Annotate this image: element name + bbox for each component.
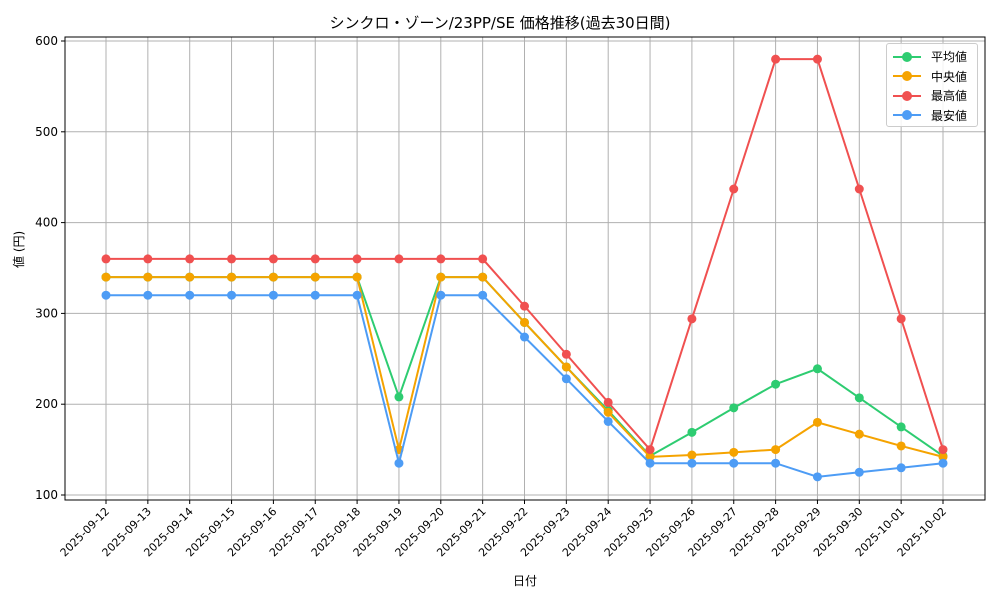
data-point [101,272,111,282]
data-point [143,272,153,282]
data-point [687,314,697,324]
legend-marker-icon [893,51,921,62]
legend-item: 最安値 [893,106,971,126]
data-point [938,452,948,462]
data-point [520,332,529,342]
data-point [729,403,739,413]
legend-item: 中央値 [893,67,971,87]
data-point [268,254,278,264]
data-point [101,290,111,300]
data-point [812,417,822,427]
legend-label: 最安値 [931,108,968,123]
data-point [896,441,906,451]
data-point [143,290,153,300]
y-tick-label: 600 [35,34,58,48]
data-point [101,254,111,264]
data-point [478,290,488,300]
data-point [771,458,781,468]
data-point [520,301,529,311]
data-point [352,272,362,282]
data-point [561,349,571,359]
chart-title: シンクロ・ゾーン/23PP/SE 価格推移(過去30日間) [329,14,671,32]
data-point [896,314,906,324]
y-axis-ticks: 100 200 300 400 500 600 [35,34,65,502]
data-point [729,184,739,194]
data-point [561,374,571,384]
data-point [310,254,320,264]
series-lines [101,54,948,482]
x-axis-label: 日付 [512,574,537,588]
data-point [227,290,237,300]
data-point [352,254,362,264]
data-point [268,290,278,300]
data-point [729,458,739,468]
data-point [394,392,404,402]
data-point [854,393,864,403]
data-point [394,254,404,264]
series-line [101,54,948,455]
data-point [436,254,446,264]
data-point [645,452,655,462]
data-point [603,416,613,426]
data-point [645,445,655,455]
data-point [561,362,571,372]
data-point [812,54,822,64]
data-point [938,445,948,455]
legend-marker-icon [893,71,921,82]
x-axis-ticks: 2025-09-122025-09-132025-09-142025-09-15… [58,500,949,559]
data-point [771,54,781,64]
data-point [603,397,613,407]
data-point [896,422,906,432]
data-point [812,364,822,374]
data-point [603,407,613,417]
data-point [645,458,655,468]
legend-label: 中央値 [931,69,968,84]
data-point [687,450,697,460]
data-point [185,272,195,282]
y-tick-label: 500 [35,125,58,139]
data-point [771,379,781,389]
grid-lines [65,37,985,500]
data-point [352,290,362,300]
data-point [268,272,278,282]
data-point [854,467,864,477]
data-point [227,272,237,282]
y-tick-label: 300 [35,306,58,320]
legend-label: 平均値 [931,50,968,65]
legend-item: 最高値 [893,86,971,106]
data-point [478,272,488,282]
legend-item: 平均値 [893,47,971,67]
data-point [143,254,153,264]
series-line [101,272,948,462]
data-point [227,254,237,264]
data-point [687,458,697,468]
data-point [185,254,195,264]
series-line [101,290,948,482]
data-point [478,254,488,264]
data-point [812,472,822,482]
data-point [896,463,906,473]
legend-marker-icon [893,90,921,101]
data-point [729,447,739,457]
data-point [310,272,320,282]
data-point [185,290,195,300]
y-tick-label: 200 [35,397,58,411]
legend-marker-icon [893,110,921,121]
data-point [310,290,320,300]
data-point [938,458,948,468]
y-tick-label: 100 [35,488,58,502]
y-axis-label: 値 (円) [12,230,26,268]
data-point [771,445,781,455]
legend-label: 最高値 [931,89,968,104]
legend: 平均値 中央値 最高値 最安値 [886,43,978,127]
data-point [520,317,529,327]
data-point [436,290,446,300]
y-tick-label: 400 [35,216,58,230]
data-point [854,429,864,439]
data-point [687,427,697,437]
data-point [854,184,864,194]
data-point [436,272,446,282]
data-point [394,458,404,468]
